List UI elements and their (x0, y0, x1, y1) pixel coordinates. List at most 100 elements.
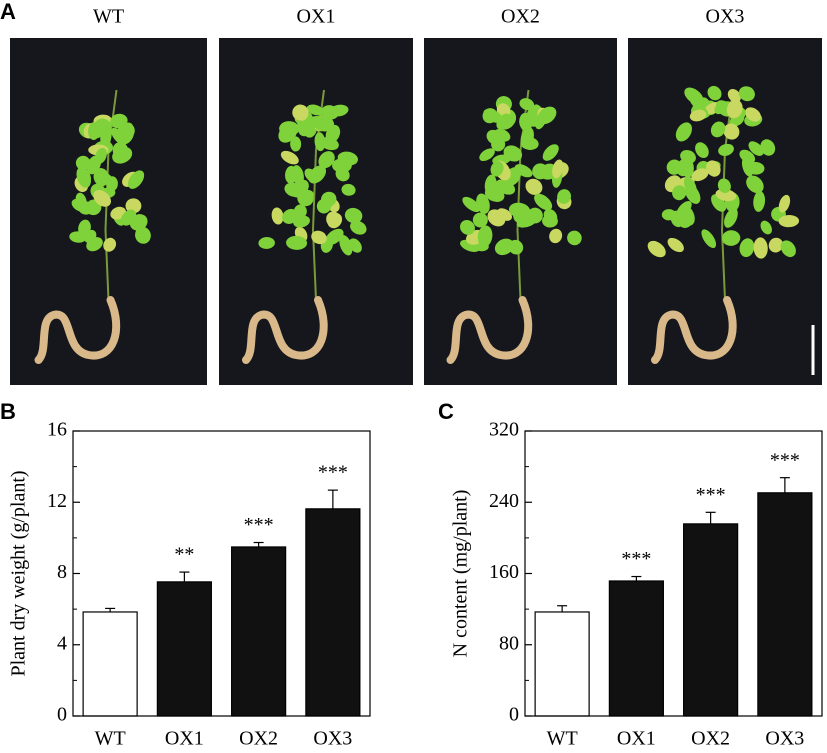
panel-label: C (438, 399, 454, 424)
leaf (744, 107, 761, 122)
leaf (710, 121, 726, 138)
leaf (344, 207, 363, 224)
leaf (290, 136, 302, 152)
leaf (747, 161, 765, 175)
significance: *** (770, 449, 800, 471)
leaf (503, 145, 523, 162)
genotype-label: OX1 (297, 6, 336, 28)
leaf (738, 86, 755, 102)
leaf (667, 237, 684, 253)
bar (231, 546, 287, 717)
leaf (490, 161, 504, 177)
leaf (78, 201, 94, 215)
leaf (682, 158, 694, 178)
bar (683, 523, 739, 717)
y-tick-label: 8 (57, 561, 67, 583)
y-tick-label: 80 (499, 632, 519, 654)
leaf (494, 238, 514, 256)
leaf (298, 120, 315, 137)
leaf (280, 150, 299, 165)
leaf (543, 209, 558, 223)
genotype-label: WT (93, 6, 124, 28)
leaf (508, 202, 531, 219)
leaf (88, 124, 104, 139)
leaf (341, 183, 356, 196)
leaf (282, 208, 299, 224)
leaf (112, 142, 129, 159)
x-tick-label: OX2 (691, 728, 730, 750)
leaf (339, 234, 353, 256)
plot-frame (72, 430, 371, 717)
leaf (778, 194, 791, 213)
leaf (706, 160, 721, 177)
leaf (135, 226, 151, 244)
y-tick-label: 16 (47, 419, 67, 441)
leaf (325, 228, 344, 245)
bar (608, 580, 664, 717)
leaf (691, 168, 709, 182)
leaf (748, 141, 764, 156)
leaf (94, 147, 107, 164)
leaf (707, 85, 722, 101)
leaf (721, 230, 741, 246)
leaf (348, 238, 362, 253)
leaf (672, 185, 687, 201)
y-tick-label: 12 (47, 490, 67, 512)
leaf (549, 228, 563, 244)
bar (156, 581, 212, 717)
leaf (724, 208, 738, 228)
leaf (312, 115, 335, 132)
leaf (534, 193, 553, 211)
leaf (483, 108, 503, 123)
leaf (279, 121, 300, 137)
leaf (326, 211, 341, 228)
leaf (684, 87, 704, 105)
leaf (680, 149, 696, 164)
leaf (314, 132, 326, 152)
leaf (753, 190, 766, 212)
leaf (271, 207, 284, 225)
x-tick-label: OX1 (617, 728, 656, 750)
leaf (683, 177, 697, 195)
leaf (780, 240, 796, 258)
leaf (497, 208, 512, 221)
leaf (557, 189, 572, 204)
leaf (746, 175, 764, 194)
leaf (311, 230, 327, 245)
leaf (519, 98, 535, 111)
leaf (525, 178, 543, 195)
leaf (778, 214, 800, 228)
root (34, 296, 121, 364)
y-axis-label: N content (mg/plant) (450, 490, 472, 658)
leaf (350, 220, 367, 235)
panel-label: A (0, 0, 16, 24)
significance: *** (621, 548, 651, 570)
y-tick-label: 0 (57, 704, 67, 726)
leaf (520, 127, 534, 149)
leaf (516, 215, 538, 228)
leaf (567, 230, 582, 246)
leaf (508, 239, 524, 255)
root (446, 296, 533, 364)
significance: *** (318, 462, 348, 484)
leaf (121, 209, 137, 226)
leaf (103, 237, 117, 252)
leaf (477, 225, 493, 247)
leaf (258, 237, 275, 249)
leaf (318, 151, 335, 169)
leaf (723, 123, 740, 140)
leaf (93, 190, 111, 207)
leaf (484, 187, 505, 202)
leaf (128, 170, 145, 189)
leaf (125, 198, 142, 214)
leaf (75, 155, 91, 171)
significance: ** (174, 544, 194, 566)
panel-label: B (0, 399, 16, 424)
photo-panels (10, 38, 822, 385)
leaf (689, 109, 707, 122)
leaf (739, 238, 755, 258)
significance: *** (244, 514, 274, 536)
leaf (542, 144, 559, 161)
significance: *** (696, 484, 726, 506)
